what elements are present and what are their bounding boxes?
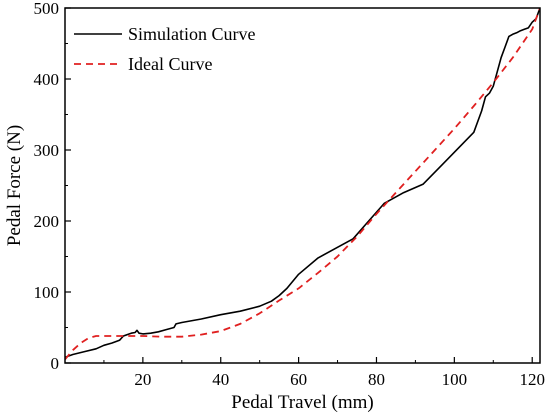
x-tick-label: 100 [442, 370, 468, 389]
y-axis-title: Pedal Force (N) [4, 125, 25, 246]
x-axis-title: Pedal Travel (mm) [231, 392, 374, 413]
x-tick-label: 120 [519, 370, 545, 389]
y-tick-label: 0 [51, 354, 60, 373]
series-line-simulation-curve [65, 8, 540, 359]
series-layer [65, 8, 540, 360]
legend-label-simulation-curve: Simulation Curve [128, 24, 256, 44]
x-tick-label: 40 [212, 370, 229, 389]
y-tick-label: 100 [34, 283, 60, 302]
ticks-layer: 20 40 60 80 100 120 0 100 200 300 400 500 [34, 0, 545, 389]
y-tick-label: 500 [34, 0, 60, 18]
x-tick-label: 60 [290, 370, 307, 389]
y-tick-label: 300 [34, 141, 60, 160]
x-tick-label: 80 [368, 370, 385, 389]
legend: Simulation Curve Ideal Curve [74, 24, 256, 74]
x-tick-label: 20 [134, 370, 151, 389]
legend-label-ideal-curve: Ideal Curve [128, 54, 212, 74]
series-line-ideal-curve [65, 8, 540, 360]
y-tick-label: 400 [34, 70, 60, 89]
y-tick-label: 200 [34, 212, 60, 231]
